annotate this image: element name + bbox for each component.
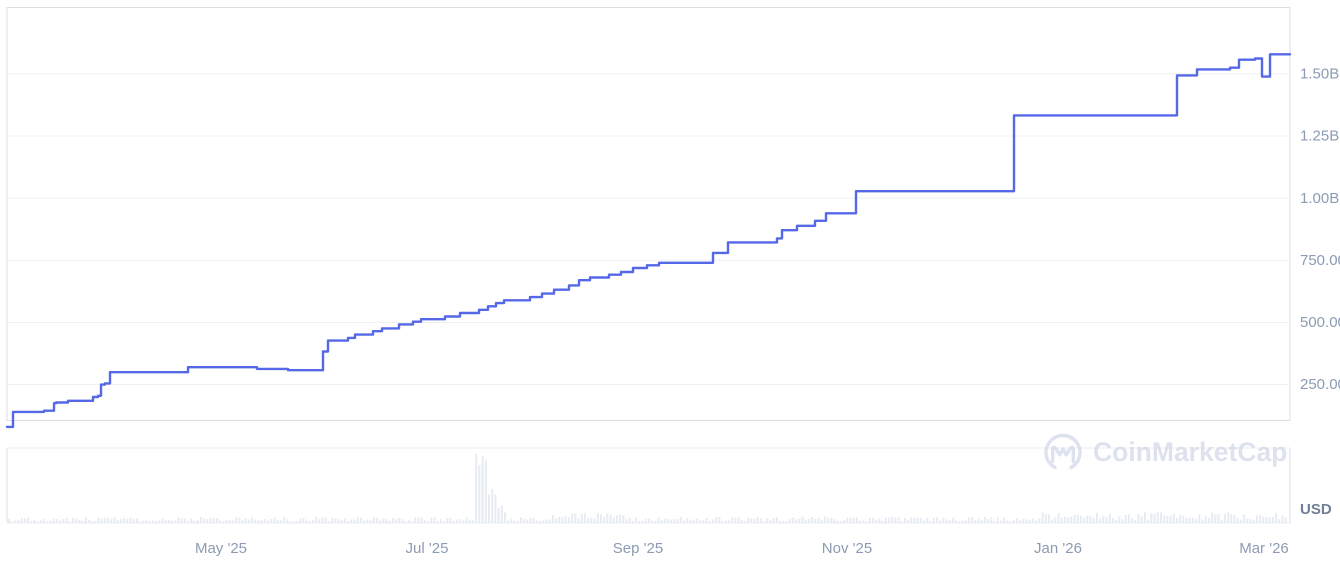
svg-text:Mar '26: Mar '26 bbox=[1239, 540, 1289, 557]
svg-text:1.25B: 1.25B bbox=[1300, 128, 1339, 145]
svg-text:500.00M: 500.00M bbox=[1300, 314, 1340, 331]
svg-text:Nov '25: Nov '25 bbox=[822, 540, 872, 557]
svg-text:1.50B: 1.50B bbox=[1300, 66, 1339, 83]
svg-text:May '25: May '25 bbox=[195, 540, 247, 557]
svg-text:Jul '25: Jul '25 bbox=[406, 540, 449, 557]
svg-text:USD: USD bbox=[1300, 501, 1332, 518]
svg-text:CoinMarketCap: CoinMarketCap bbox=[1093, 437, 1287, 467]
svg-text:250.00M: 250.00M bbox=[1300, 376, 1340, 393]
svg-text:750.00M: 750.00M bbox=[1300, 252, 1340, 269]
svg-text:Sep '25: Sep '25 bbox=[613, 540, 663, 557]
svg-text:1.00B: 1.00B bbox=[1300, 190, 1339, 207]
svg-text:Jan '26: Jan '26 bbox=[1034, 540, 1082, 557]
